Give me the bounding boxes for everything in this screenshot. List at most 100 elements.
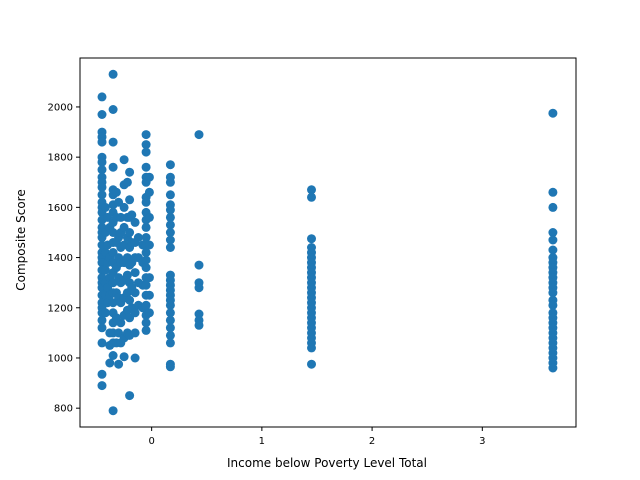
data-point — [165, 212, 175, 222]
data-point — [548, 245, 558, 255]
y-tick-label: 1800 — [48, 153, 73, 164]
data-point — [108, 137, 118, 147]
data-point — [108, 351, 118, 360]
data-point — [141, 263, 151, 273]
data-point — [130, 217, 140, 227]
data-point — [165, 228, 175, 237]
data-point — [141, 233, 151, 242]
plot-frame — [79, 57, 577, 428]
data-point — [125, 391, 135, 401]
data-point — [108, 69, 118, 79]
data-point — [105, 358, 115, 368]
data-point — [97, 190, 107, 200]
y-axis-ticks: 800 1000 1200 1400 1600 1800 2000 — [48, 102, 80, 415]
data-point — [130, 268, 140, 278]
data-point — [144, 172, 154, 182]
data-point — [141, 197, 151, 207]
x-tick-label: 3 — [479, 436, 485, 447]
data-point — [307, 192, 316, 202]
data-point — [165, 330, 175, 340]
data-point — [144, 187, 154, 197]
data-point — [97, 338, 107, 348]
data-point — [165, 308, 175, 318]
data-point — [100, 202, 110, 212]
data-point — [97, 369, 107, 379]
data-point — [548, 187, 558, 197]
data-point — [125, 228, 135, 237]
x-tick-label: 2 — [369, 436, 375, 447]
x-tick-label: 1 — [259, 436, 265, 447]
data-point — [165, 315, 175, 325]
data-point — [111, 187, 121, 197]
data-point — [165, 362, 175, 372]
data-point — [97, 315, 107, 325]
data-point — [548, 235, 558, 245]
x-axis-ticks: 0 1 2 3 — [148, 427, 485, 447]
data-point — [125, 195, 135, 205]
x-axis-label: Income below Poverty Level Total — [227, 456, 427, 470]
data-point — [119, 155, 129, 165]
data-point — [548, 202, 558, 212]
data-point — [194, 320, 204, 330]
data-point — [114, 359, 124, 369]
data-point — [548, 228, 558, 237]
y-tick-label: 1400 — [48, 253, 73, 264]
data-point — [165, 177, 175, 187]
data-point — [548, 300, 558, 310]
data-point — [141, 300, 151, 310]
data-point — [165, 205, 175, 215]
data-point — [194, 130, 204, 140]
data-point — [165, 323, 175, 333]
data-point — [130, 328, 140, 338]
data-point — [548, 288, 558, 298]
data-point — [307, 185, 316, 195]
data-point — [307, 234, 316, 244]
data-point — [97, 182, 107, 192]
data-point — [119, 352, 129, 362]
data-point — [165, 235, 175, 245]
data-point — [144, 240, 154, 250]
data-point — [108, 406, 118, 416]
x-tick-label: 0 — [148, 436, 154, 447]
data-point — [127, 210, 137, 220]
y-tick-label: 2000 — [48, 102, 73, 113]
data-point — [122, 270, 132, 280]
data-point — [130, 288, 140, 298]
y-tick-label: 800 — [54, 404, 73, 415]
data-point — [165, 338, 175, 348]
data-point — [307, 343, 316, 353]
data-point — [108, 162, 118, 172]
data-point — [194, 260, 204, 270]
y-tick-label: 1600 — [48, 203, 73, 214]
data-point — [144, 212, 154, 222]
data-point — [97, 137, 107, 147]
data-point — [165, 300, 175, 310]
data-point — [165, 160, 175, 170]
data-point — [100, 265, 110, 275]
data-point — [130, 308, 140, 318]
data-point — [141, 222, 151, 232]
data-point — [141, 318, 151, 328]
data-point — [97, 110, 107, 119]
data-point — [116, 212, 126, 222]
data-point — [144, 273, 154, 283]
data-points — [97, 69, 558, 416]
y-tick-label: 1000 — [48, 353, 73, 364]
data-point — [141, 248, 151, 257]
data-point — [100, 308, 110, 318]
data-point — [141, 130, 151, 140]
data-point — [144, 308, 154, 318]
data-point — [97, 165, 107, 175]
data-point — [141, 147, 151, 157]
data-point — [194, 283, 204, 293]
data-point — [130, 353, 140, 363]
data-point — [97, 92, 107, 102]
data-point — [141, 255, 151, 265]
data-point — [548, 363, 558, 373]
data-point — [108, 105, 118, 114]
data-point — [307, 359, 316, 369]
data-point — [141, 140, 151, 150]
data-point — [141, 325, 151, 335]
